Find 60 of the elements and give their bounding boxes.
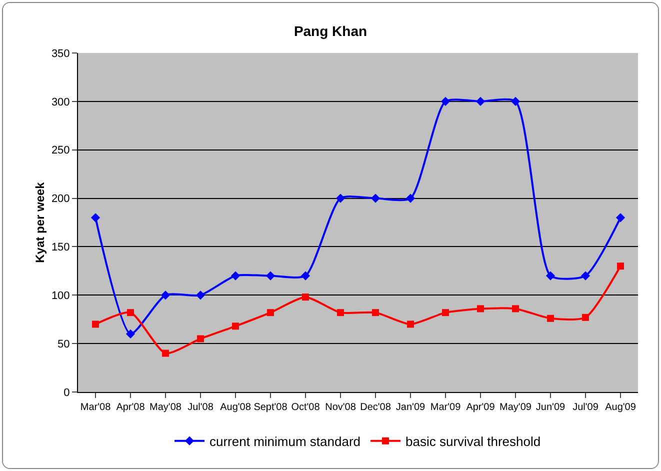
point [442,309,449,316]
point [407,320,414,328]
legend-label: current minimum standard [210,434,360,449]
point [337,309,344,316]
x-tick-label: May'09 [500,402,532,413]
y-axis-title: Kyat per week [33,182,47,263]
point [580,271,590,280]
point [512,305,519,312]
y-tick-label: 200 [51,193,70,206]
point [406,194,416,203]
point [617,262,624,270]
y-tick-label: 300 [51,96,70,108]
point [546,271,556,280]
x-tick-label: Nov'08 [325,402,356,413]
x-tick-label: Aug'09 [605,402,636,413]
point [196,290,206,300]
x-tick-label: Mar'09 [430,402,462,413]
point [582,314,589,321]
x-tick-label: Apr'09 [466,402,496,413]
point [160,290,170,300]
point [197,335,204,342]
x-tick-label: Oct'08 [291,402,320,413]
point [90,213,100,222]
point [302,294,309,301]
x-tick-label: Aug'08 [220,402,252,413]
x-tick-label: Apr'08 [116,402,146,413]
x-tick-label: Jan'09 [396,402,426,413]
x-tick-label: Sept'08 [254,402,288,413]
point [477,305,484,312]
point [126,329,136,338]
y-tick-label: 0 [64,386,70,399]
point [372,309,379,316]
point [266,271,276,280]
y-tick-label: 350 [51,48,70,60]
point [232,322,239,330]
point [127,309,134,316]
chart-title: Pang Khan [294,23,368,40]
point [300,271,310,280]
x-tick-label: May'08 [150,402,182,413]
point [547,314,554,322]
y-tick-label: 100 [51,290,70,302]
x-tick-label: Jun'09 [536,402,566,413]
y-tick-label: 150 [51,242,70,254]
point [336,194,346,203]
y-tick-label: 250 [51,144,70,157]
point [370,194,380,203]
point [267,309,274,316]
point [616,213,626,222]
x-tick-label: Dec'08 [360,402,392,413]
point [92,320,99,328]
point [230,271,240,280]
point [162,350,169,357]
point [476,96,486,106]
point [440,96,450,106]
point [510,96,520,106]
y-tick-label: 50 [58,338,70,350]
legend-label: basic survival threshold [406,434,541,449]
x-tick-label: Mar'08 [80,402,112,413]
x-tick-label: Jul'08 [188,402,214,413]
x-tick-label: Jul'09 [572,402,599,413]
